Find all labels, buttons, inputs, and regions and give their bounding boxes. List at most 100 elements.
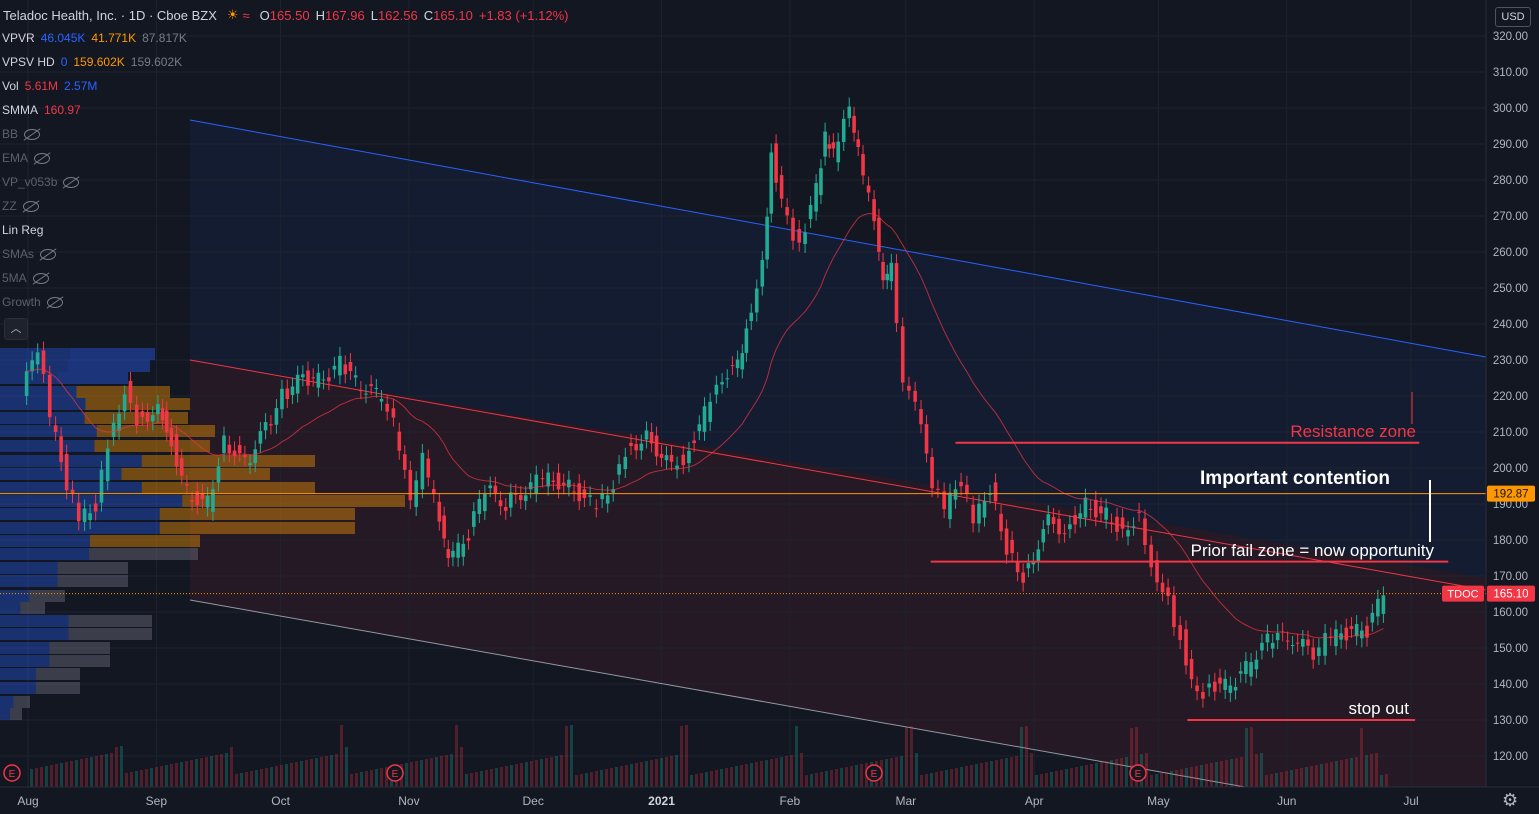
earnings-marker-icon[interactable]: [3, 764, 21, 782]
candle-body: [1093, 499, 1098, 518]
indicator-row[interactable]: EMA: [2, 149, 51, 167]
volume-bar: [325, 756, 328, 787]
candle-body: [493, 485, 498, 494]
volume-bar: [130, 772, 133, 787]
currency-button[interactable]: USD: [1495, 7, 1531, 27]
candle-body: [1376, 598, 1380, 617]
indicator-row[interactable]: SMAs: [2, 245, 57, 263]
ohlc-high: 167.96: [324, 7, 365, 23]
volume-bar: [800, 753, 803, 787]
candle-body: [1195, 685, 1199, 692]
candle-body: [338, 355, 342, 376]
hidden-eye-icon[interactable]: [40, 249, 57, 261]
volume-bar: [515, 764, 518, 787]
candle-body: [885, 273, 889, 281]
volume-bar: [500, 767, 503, 787]
indicator-row[interactable]: VPSV HD 0 159.602K 159.602K: [2, 53, 182, 71]
volume-bar: [1320, 764, 1323, 787]
candle-body: [477, 498, 482, 515]
settings-gear-icon[interactable]: ⚙: [1502, 790, 1519, 810]
candle-body: [889, 262, 894, 282]
indicator-value: 159.602K: [130, 55, 183, 69]
candle-body: [1131, 526, 1136, 528]
hidden-eye-icon[interactable]: [24, 129, 41, 141]
earnings-marker-icon[interactable]: [865, 764, 883, 782]
volume-profile-bar: [0, 602, 21, 614]
candle-body: [644, 430, 649, 440]
candle-body: [205, 496, 210, 508]
volume-profile-bar: [0, 425, 97, 437]
y-tick-label: 290.00: [1493, 139, 1528, 151]
candle-body: [779, 175, 784, 199]
indicator-row[interactable]: Growth: [2, 293, 63, 311]
candle-body: [692, 440, 696, 444]
hidden-eye-icon[interactable]: [34, 153, 51, 165]
hidden-eye-icon[interactable]: [46, 297, 63, 309]
indicator-row[interactable]: VP_v053b: [2, 173, 80, 191]
y-tick-label: 200.00: [1493, 463, 1528, 475]
volume-profile-bar: [94, 440, 210, 452]
indicator-row[interactable]: VPVR 46.045K 41.771K 87.817K: [2, 29, 187, 47]
candle-body: [866, 185, 871, 193]
volume-bar: [1215, 762, 1218, 787]
volume-bar: [1315, 765, 1318, 787]
volume-bar: [650, 760, 653, 787]
upper-channel-fill: [190, 120, 1486, 578]
symbol-title[interactable]: Teladoc Health, Inc. · 1D · Cboe BZX: [3, 7, 217, 23]
indicator-name: Growth: [2, 295, 41, 309]
volume-bar: [595, 771, 598, 787]
volume-bar: [1115, 759, 1118, 787]
volume-bar: [1240, 757, 1243, 787]
x-tick-label: Sep: [146, 794, 168, 808]
indicator-row[interactable]: ZZ: [2, 197, 39, 215]
volume-bar: [565, 726, 568, 787]
candle-body: [523, 495, 528, 502]
volume-profile-bar: [9, 708, 22, 720]
earnings-marker-icon[interactable]: [1129, 764, 1147, 782]
volume-bar: [795, 726, 798, 787]
x-tick-label: Feb: [780, 794, 801, 808]
indicator-row[interactable]: Lin Reg: [2, 221, 43, 239]
hidden-eye-icon[interactable]: [22, 201, 39, 213]
x-tick-label: May: [1147, 794, 1170, 808]
earnings-marker-icon[interactable]: [386, 764, 404, 782]
volume-bar: [990, 761, 993, 787]
x-tick-label: Jun: [1277, 794, 1296, 808]
volume-bar: [230, 747, 233, 787]
hidden-eye-icon[interactable]: [32, 273, 49, 285]
candle-body: [1334, 629, 1338, 647]
candle-body: [111, 422, 116, 437]
volume-bar: [80, 759, 83, 787]
y-tick-label: 300.00: [1493, 103, 1528, 115]
volume-bar: [1060, 770, 1063, 787]
volume-bar: [1125, 757, 1128, 787]
volume-bar: [170, 764, 173, 787]
volume-bar: [1255, 754, 1258, 787]
volume-bar: [1105, 761, 1108, 787]
hidden-eye-icon[interactable]: [63, 177, 80, 189]
volume-bar: [730, 767, 733, 787]
volume-profile-bar: [0, 642, 50, 654]
candle-body: [379, 398, 384, 402]
volume-bar: [900, 756, 903, 787]
candle-body: [1349, 626, 1354, 629]
candle-body: [1010, 540, 1014, 554]
indicator-row[interactable]: SMMA 160.97: [2, 101, 81, 119]
candle-body: [1223, 678, 1227, 690]
y-tick-label: 250.00: [1493, 283, 1528, 295]
candle-body: [803, 232, 807, 245]
volume-bar: [150, 768, 153, 787]
volume-bar: [1010, 757, 1013, 787]
indicator-row[interactable]: 5MA: [2, 269, 49, 287]
volume-bar: [685, 725, 688, 787]
indicator-row[interactable]: Vol 5.61M 2.57M: [2, 77, 97, 95]
volume-bar: [175, 763, 178, 787]
volume-bar: [1210, 763, 1213, 787]
indicator-row[interactable]: BB: [2, 125, 41, 143]
candle-body: [881, 261, 885, 281]
candle-body: [1078, 513, 1083, 519]
collapse-legend-button[interactable]: ︿: [4, 318, 28, 340]
candle-body: [1275, 632, 1280, 641]
